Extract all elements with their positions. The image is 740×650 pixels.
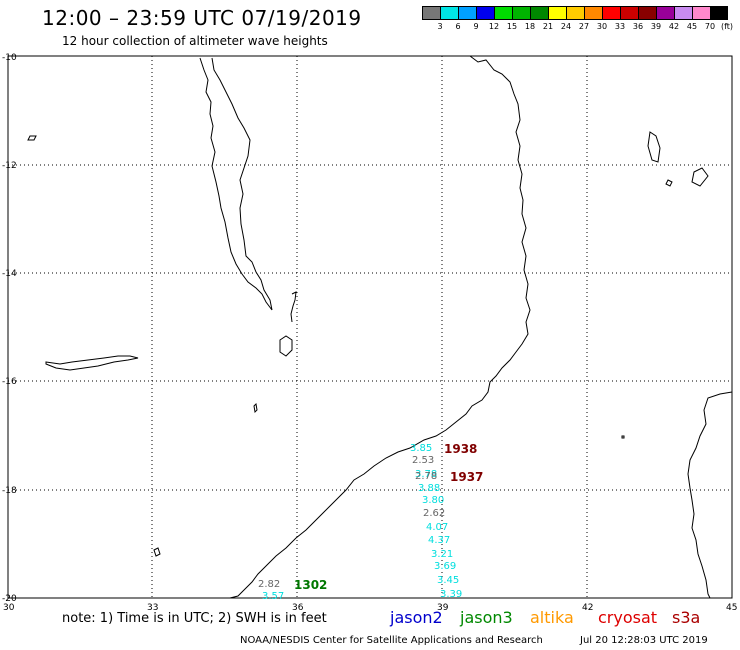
color-scale-label: 33: [614, 22, 626, 31]
wave-height-value: 2.78: [415, 471, 437, 482]
color-scale-label: 21: [542, 22, 554, 31]
color-scale-label: 9: [473, 22, 479, 31]
color-scale-label: 24: [560, 22, 572, 31]
color-scale-swatch: [674, 6, 692, 20]
color-scale-swatch: [656, 6, 674, 20]
color-scale-label: 45: [686, 22, 698, 31]
color-scale-label: 12: [488, 22, 500, 31]
wave-height-values: 3.852.53 3.782.783.883.80 2.62 4.07 4.37 3.21…: [258, 443, 462, 602]
coastlines: [27, 55, 733, 599]
wave-height-map: -10 -12 -14 -16 -18 -20 30 33 36 39 42 4…: [2, 53, 737, 610]
color-scale-swatch: [476, 6, 494, 20]
pass-time-labels: 1938 1937 1302: [294, 442, 483, 592]
color-scale-swatch: [584, 6, 602, 20]
island-outline: [27, 135, 37, 141]
color-scale-swatch: [458, 6, 476, 20]
color-scale-swatch: [620, 6, 638, 20]
map-title: 12:00 – 23:59 UTC 07/19/2019: [42, 6, 362, 30]
color-scale-swatch: [602, 6, 620, 20]
wave-height-value: 4.37: [428, 535, 450, 546]
color-scale-label: 27: [578, 22, 590, 31]
generation-timestamp: Jul 20 12:28:03 UTC 2019: [580, 635, 708, 646]
lat-label: -18: [2, 486, 17, 496]
wave-height-value: 2.82: [258, 579, 280, 590]
legend-item-jason3: jason3: [460, 608, 513, 627]
lon-label: 39: [437, 603, 449, 610]
pass-time-label: 1937: [450, 470, 483, 484]
color-scale-swatch: [422, 6, 440, 20]
wave-height-value: 2.62: [423, 508, 445, 519]
wave-height-value: 3.80: [422, 495, 444, 506]
mozambique-coastline: [229, 55, 531, 599]
wave-height-value: 3.39: [440, 589, 462, 600]
color-scale-swatch: [692, 6, 710, 20]
lat-label: -16: [2, 377, 17, 387]
color-scale-label: 3: [437, 22, 443, 31]
color-scale-label: 30: [596, 22, 608, 31]
lat-label: -14: [2, 269, 17, 279]
color-scale-swatch: [440, 6, 458, 20]
island-outline: [665, 179, 673, 187]
wave-height-value: 3.45: [437, 575, 459, 586]
pass-time-label: 1938: [444, 442, 477, 456]
lon-label: 42: [582, 603, 593, 610]
wave-height-value: 3.57: [262, 591, 284, 602]
lake-malawi-outline: [199, 57, 273, 311]
pass-time-label: 1302: [294, 578, 327, 592]
color-scale-swatch: [710, 6, 728, 20]
river-outline: [290, 291, 297, 323]
longitude-labels: 30 33 36 39 42 45: [3, 603, 737, 610]
island-outline: [647, 131, 661, 163]
footer-note: note: 1) Time is in UTC; 2) SWH is in fe…: [62, 611, 327, 626]
lon-label: 33: [147, 603, 158, 610]
color-scale-label: 6: [455, 22, 461, 31]
color-scale-swatch: [638, 6, 656, 20]
lat-label: -12: [2, 161, 17, 171]
wave-height-value: 3.21: [431, 549, 453, 560]
legend-item-s3a: s3a: [672, 608, 701, 627]
color-scale-label: 42: [668, 22, 680, 31]
color-scale-label: 18: [524, 22, 536, 31]
latitude-labels: -10 -12 -14 -16 -18 -20: [2, 53, 17, 604]
color-scale-unit: (ft): [721, 22, 734, 31]
lon-label: 36: [292, 603, 304, 610]
color-scale-bar: [422, 6, 728, 20]
legend-item-altika: altika: [530, 608, 574, 627]
island-outline: [253, 402, 258, 414]
lake-outline: [279, 335, 293, 357]
color-scale-swatch: [548, 6, 566, 20]
credit-text: NOAA/NESDIS Center for Satellite Applica…: [240, 635, 543, 646]
wave-height-value: 3.88: [418, 483, 440, 494]
map-subtitle: 12 hour collection of altimeter wave hei…: [62, 34, 328, 48]
lat-label: -20: [2, 594, 17, 604]
lon-label: 30: [3, 603, 15, 610]
wave-height-value: 3.85: [410, 443, 432, 454]
legend-item-jason2: jason2: [390, 608, 443, 627]
island-outline: [153, 547, 161, 557]
wave-height-value: 4.07: [426, 522, 448, 533]
lake-outline: [45, 355, 139, 371]
color-scale-label: 15: [506, 22, 518, 31]
color-scale-swatch: [530, 6, 548, 20]
color-scale-swatch: [566, 6, 584, 20]
graticule: [8, 56, 732, 598]
lat-label: -10: [2, 53, 17, 63]
island-outline: [621, 435, 625, 439]
color-scale-label: 70: [704, 22, 716, 31]
map-frame: [7, 55, 733, 599]
madagascar-coastline: [687, 391, 733, 599]
wave-height-value: 3.78: [415, 469, 437, 480]
legend-item-cryosat: cryosat: [598, 608, 658, 627]
wave-height-value: 3.69: [434, 561, 456, 572]
color-scale-swatch: [494, 6, 512, 20]
color-scale-labels: 3 6 9 12 15 18 21 24 27 30 33 36 39 42 45 70 (ft): [422, 22, 733, 31]
color-scale-swatch: [512, 6, 530, 20]
color-scale-label: 36: [632, 22, 644, 31]
wave-height-value: 2.53: [412, 455, 434, 466]
island-outline: [691, 167, 709, 187]
color-scale-label: 39: [650, 22, 662, 31]
lon-label: 45: [726, 603, 737, 610]
